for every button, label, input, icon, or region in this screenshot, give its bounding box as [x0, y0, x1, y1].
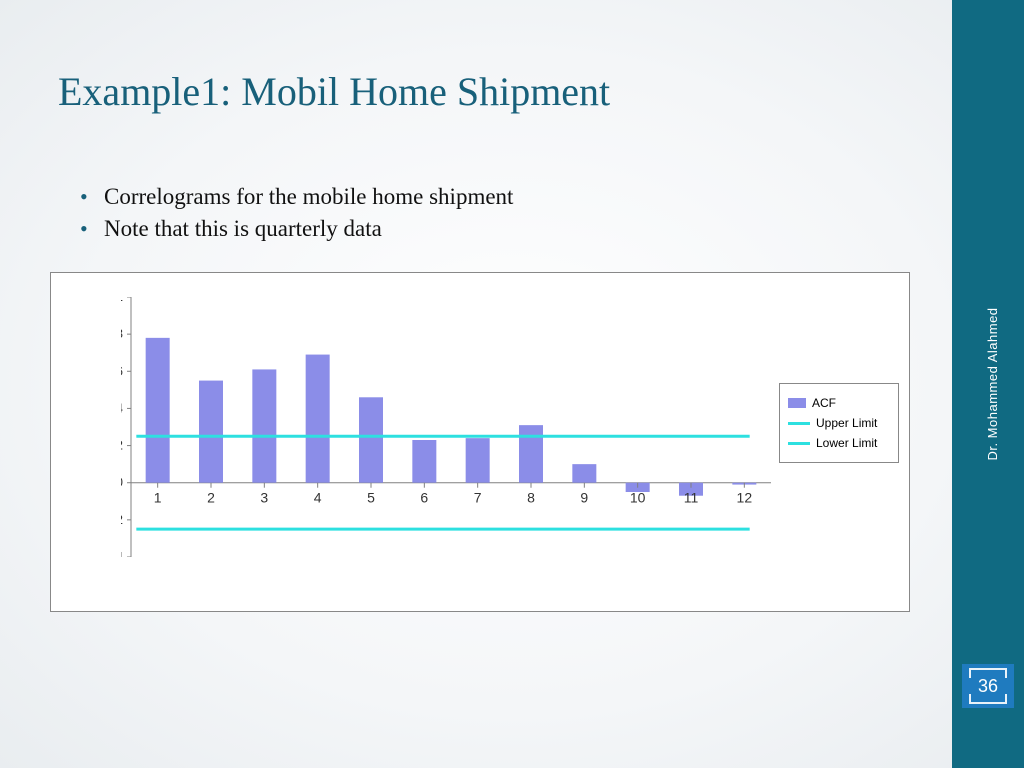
svg-text:0.6: 0.6 — [121, 363, 123, 378]
legend-swatch-lower — [788, 442, 810, 445]
legend-label: ACF — [812, 396, 836, 410]
legend-item-upper: Upper Limit — [788, 416, 890, 430]
chart-plot-area: -0.4-0.200.20.40.60.81123456789101112 — [121, 297, 781, 557]
svg-text:5: 5 — [367, 490, 375, 506]
svg-text:0.2: 0.2 — [121, 438, 123, 453]
svg-text:12: 12 — [737, 490, 753, 506]
svg-text:11: 11 — [684, 490, 699, 506]
chart-frame: -0.4-0.200.20.40.60.81123456789101112 AC… — [50, 272, 910, 612]
legend-label: Lower Limit — [816, 436, 877, 450]
legend-swatch-acf — [788, 398, 806, 408]
bullet-item: Note that this is quarterly data — [80, 216, 513, 242]
slide-title: Example1: Mobil Home Shipment — [58, 68, 610, 115]
chart-legend: ACF Upper Limit Lower Limit — [779, 383, 899, 463]
page-number-box: 36 — [962, 664, 1014, 708]
svg-text:6: 6 — [420, 490, 428, 506]
svg-text:7: 7 — [474, 490, 482, 506]
svg-text:8: 8 — [527, 490, 535, 506]
svg-text:0: 0 — [121, 475, 123, 490]
svg-text:0.4: 0.4 — [121, 400, 123, 415]
correlogram-chart: -0.4-0.200.20.40.60.81123456789101112 — [121, 297, 781, 557]
legend-label: Upper Limit — [816, 416, 877, 430]
svg-text:4: 4 — [314, 490, 322, 506]
legend-item-lower: Lower Limit — [788, 436, 890, 450]
svg-text:1: 1 — [154, 490, 162, 506]
author-name: Dr. Mohammed Alahmed — [985, 307, 1000, 460]
sidebar-accent: Dr. Mohammed Alahmed 36 — [952, 0, 1024, 768]
svg-text:9: 9 — [580, 490, 588, 506]
svg-text:-0.4: -0.4 — [121, 549, 123, 557]
svg-text:2: 2 — [207, 490, 215, 506]
svg-text:3: 3 — [260, 490, 268, 506]
svg-text:1: 1 — [121, 297, 123, 304]
svg-text:10: 10 — [630, 490, 646, 506]
bullet-list: Correlograms for the mobile home shipmen… — [80, 184, 513, 248]
svg-text:0.8: 0.8 — [121, 326, 123, 341]
legend-item-acf: ACF — [788, 396, 890, 410]
page-number: 36 — [978, 676, 998, 697]
bullet-item: Correlograms for the mobile home shipmen… — [80, 184, 513, 210]
svg-text:-0.2: -0.2 — [121, 512, 123, 527]
legend-swatch-upper — [788, 422, 810, 425]
